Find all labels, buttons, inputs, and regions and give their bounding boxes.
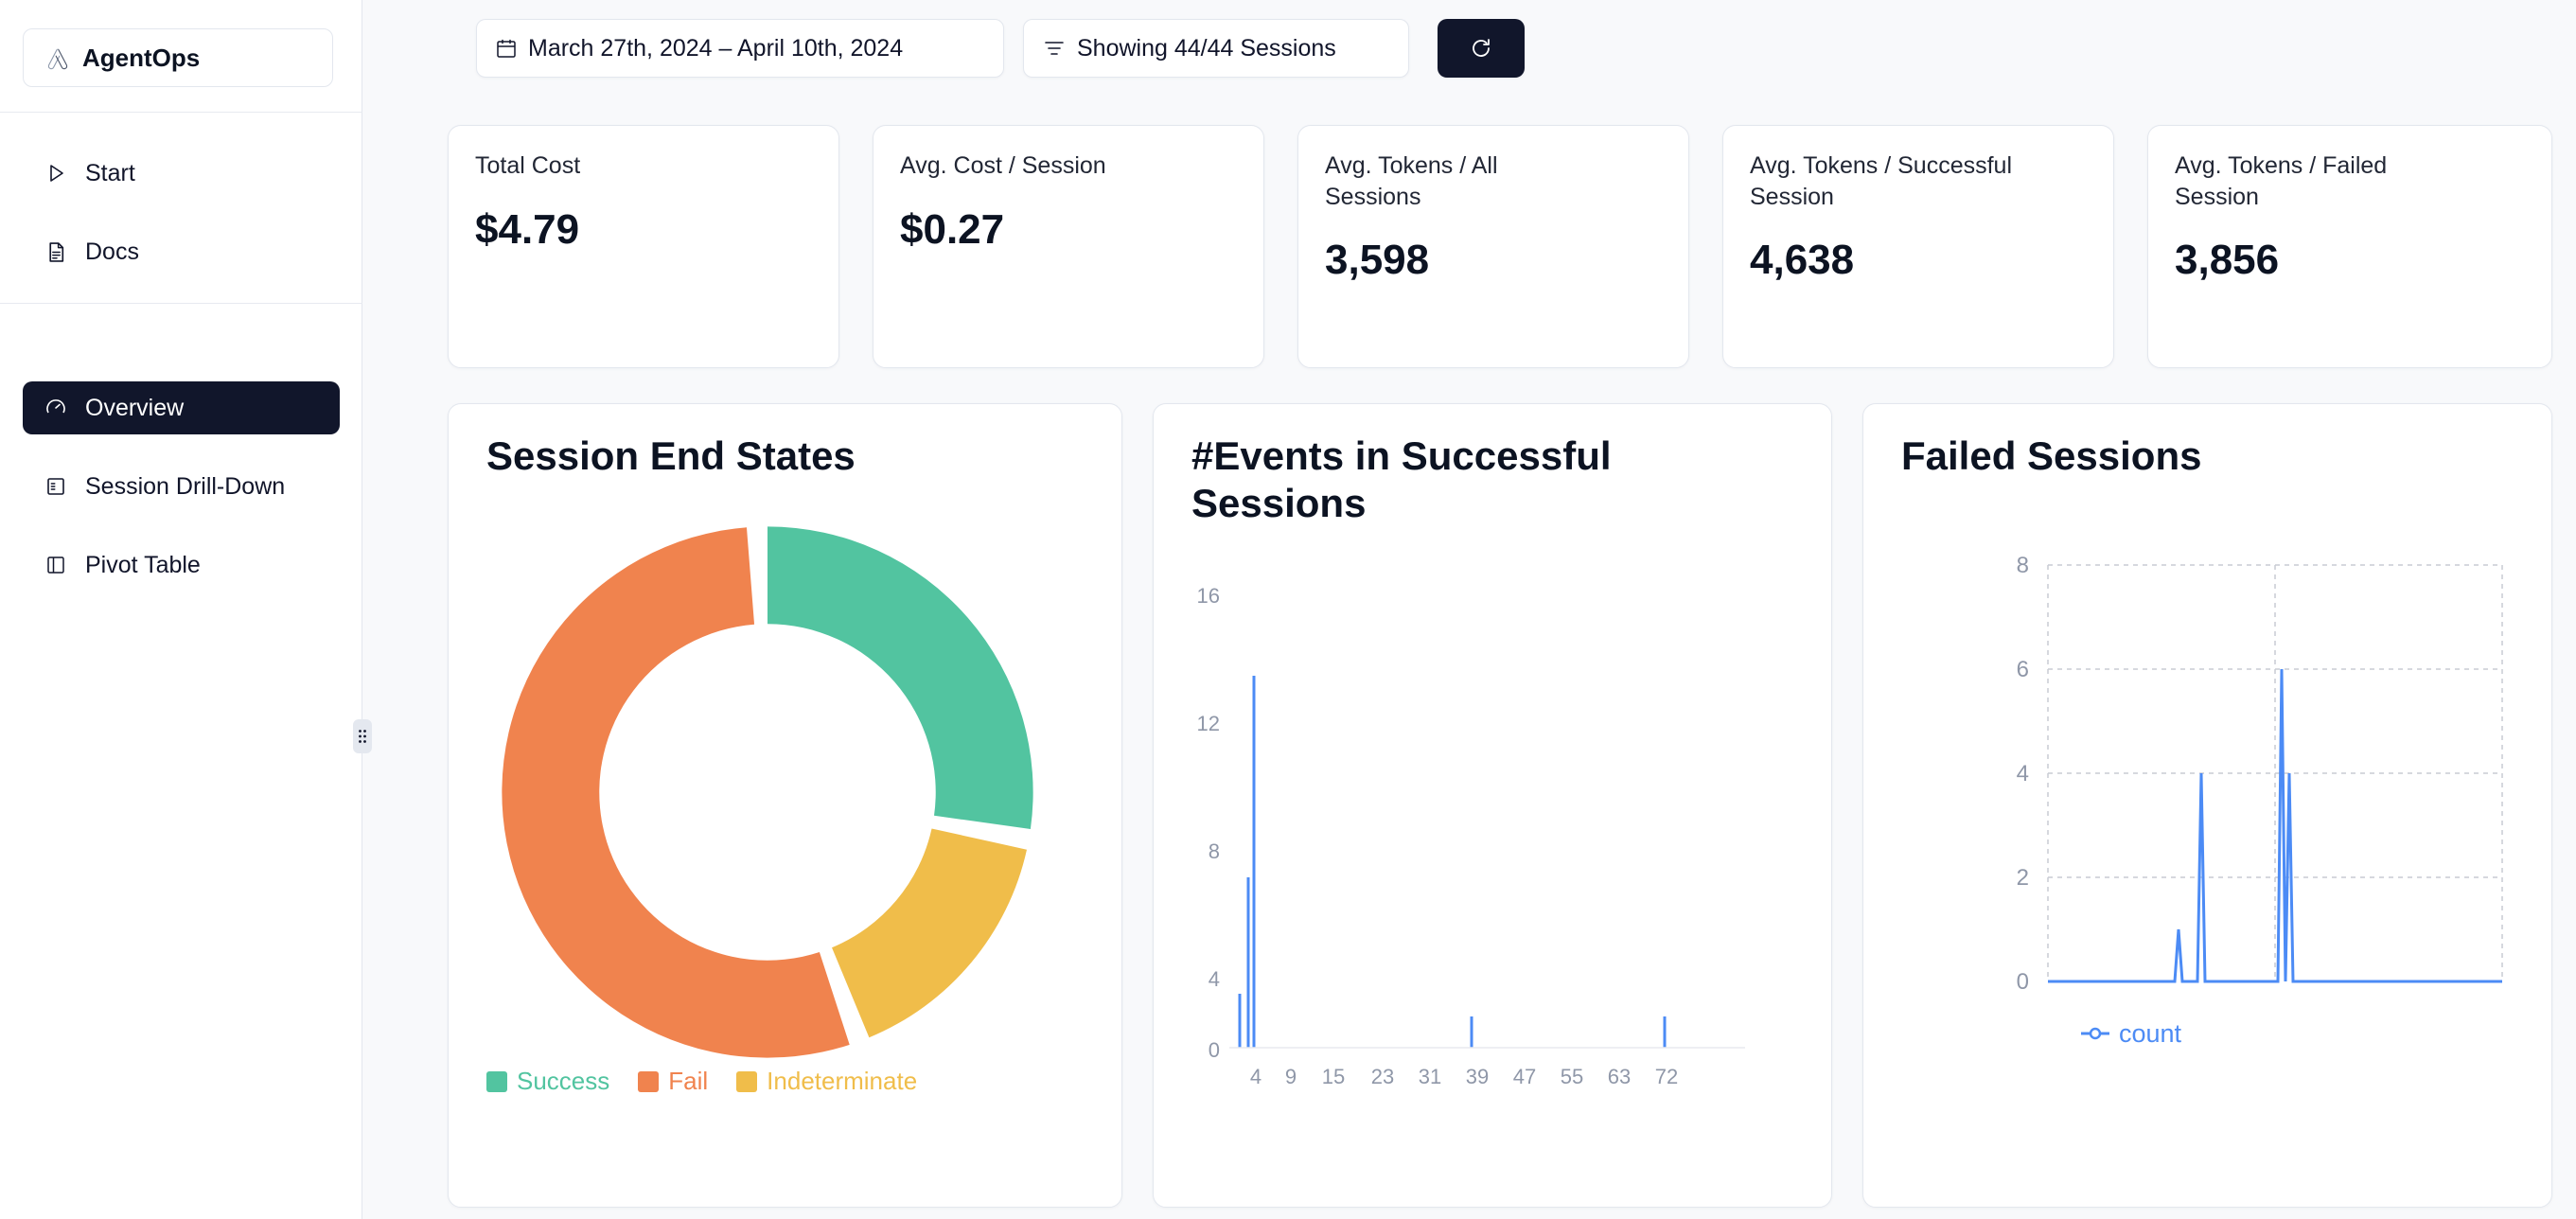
svg-text:count: count <box>2119 1019 2182 1048</box>
svg-text:55: 55 <box>1561 1065 1583 1088</box>
svg-text:8: 8 <box>1209 839 1220 863</box>
svg-text:6: 6 <box>2017 657 2029 682</box>
svg-text:4: 4 <box>1209 967 1220 991</box>
svg-text:2: 2 <box>2017 865 2029 891</box>
svg-text:4: 4 <box>1250 1065 1262 1088</box>
svg-text:47: 47 <box>1513 1065 1536 1088</box>
svg-text:8: 8 <box>2017 553 2029 578</box>
svg-text:4: 4 <box>2017 761 2029 786</box>
svg-text:63: 63 <box>1608 1065 1631 1088</box>
svg-text:72: 72 <box>1655 1065 1678 1088</box>
svg-text:0: 0 <box>2017 969 2029 995</box>
svg-text:0: 0 <box>1209 1038 1220 1062</box>
svg-text:16: 16 <box>1197 584 1220 608</box>
svg-text:9: 9 <box>1285 1065 1297 1088</box>
svg-text:15: 15 <box>1322 1065 1345 1088</box>
svg-text:12: 12 <box>1197 712 1220 735</box>
svg-text:23: 23 <box>1371 1065 1394 1088</box>
svg-text:31: 31 <box>1419 1065 1441 1088</box>
svg-text:39: 39 <box>1466 1065 1489 1088</box>
